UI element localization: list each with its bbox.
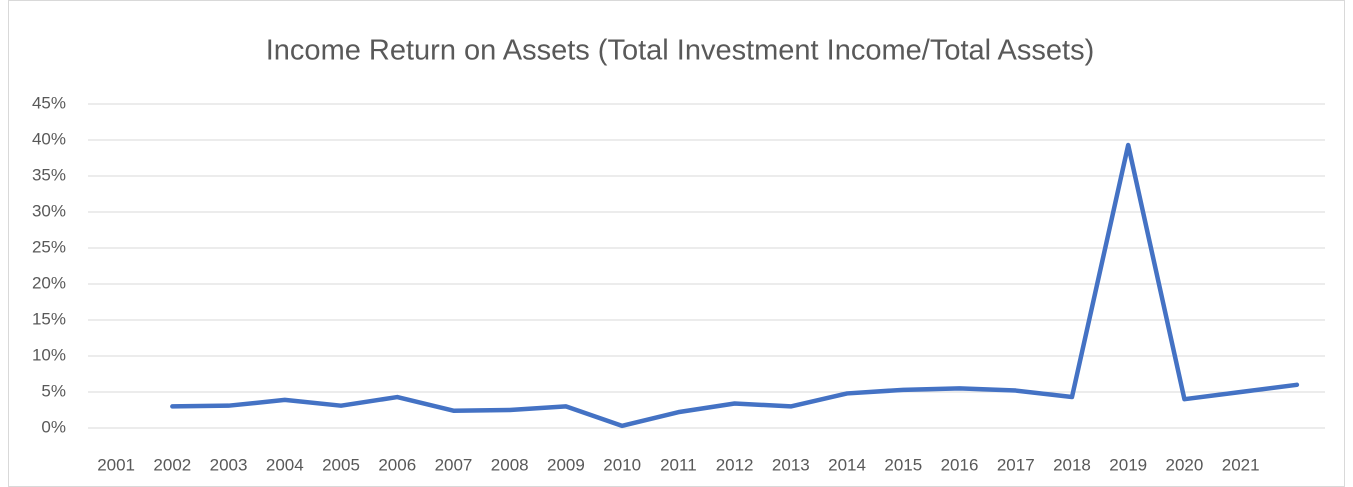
x-tick-label: 2019 — [1109, 455, 1147, 474]
x-tick-label: 2001 — [97, 455, 135, 474]
x-tick-label: 2012 — [716, 455, 754, 474]
y-tick-label: 20% — [32, 273, 66, 292]
x-tick-label: 2017 — [997, 455, 1035, 474]
y-tick-label: 35% — [32, 165, 66, 184]
y-tick-label: 5% — [41, 381, 66, 400]
x-tick-label: 2011 — [660, 455, 697, 474]
x-tick-label: 2003 — [210, 455, 248, 474]
y-tick-label: 15% — [32, 309, 66, 328]
x-tick-label: 2005 — [322, 455, 360, 474]
y-tick-label: 10% — [32, 345, 66, 364]
y-tick-label: 0% — [41, 417, 66, 436]
y-tick-label: 25% — [32, 237, 66, 256]
x-tick-label: 2010 — [603, 455, 641, 474]
x-tick-label: 2007 — [435, 455, 473, 474]
y-tick-label: 30% — [32, 201, 66, 220]
x-tick-label: 2014 — [828, 455, 866, 474]
x-tick-label: 2015 — [884, 455, 922, 474]
y-tick-label: 45% — [32, 93, 66, 112]
x-tick-label: 2006 — [378, 455, 416, 474]
y-tick-label: 40% — [32, 129, 66, 148]
x-tick-label: 2004 — [266, 455, 304, 474]
x-tick-label: 2009 — [547, 455, 585, 474]
x-tick-label: 2020 — [1166, 455, 1204, 474]
x-tick-label: 2008 — [491, 455, 529, 474]
chart-title: Income Return on Assets (Total Investmen… — [266, 35, 1094, 67]
x-tick-label: 2016 — [941, 455, 979, 474]
x-tick-label: 2013 — [772, 455, 810, 474]
x-tick-label: 2002 — [153, 455, 191, 474]
x-tick-label: 2021 — [1222, 455, 1260, 474]
x-tick-label: 2018 — [1053, 455, 1091, 474]
line-series — [170, 142, 1300, 429]
